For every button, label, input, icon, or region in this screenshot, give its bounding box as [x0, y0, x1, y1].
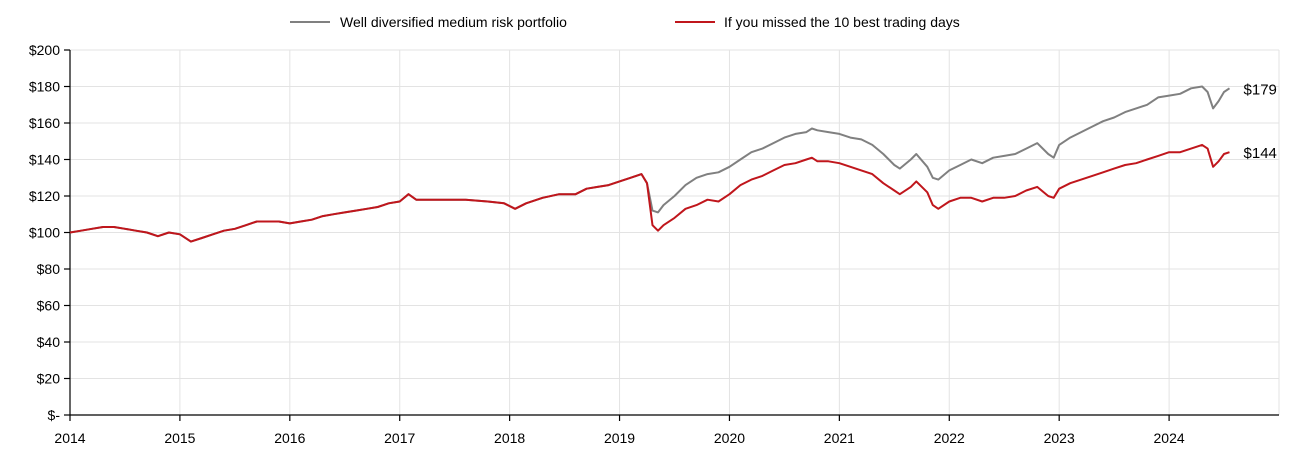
y-tick-label: $120 — [29, 188, 60, 204]
gridlines — [69, 49, 1280, 416]
legend: Well diversified medium risk portfolio I… — [290, 14, 960, 30]
series-line-missed-days — [69, 143, 1230, 243]
y-tick-label: $80 — [37, 261, 61, 277]
end-labels: $179 $144 — [1244, 81, 1277, 162]
y-tick-label: $180 — [29, 79, 60, 95]
x-tick-label: 2024 — [1154, 430, 1185, 446]
x-tick-label: 2020 — [714, 430, 745, 446]
y-tick-label: $- — [48, 407, 61, 423]
x-tick-label: 2023 — [1044, 430, 1075, 446]
series-group — [69, 85, 1231, 243]
x-tick-label: 2022 — [934, 430, 965, 446]
x-tick-label: 2019 — [604, 430, 635, 446]
x-tick-label: 2018 — [494, 430, 525, 446]
y-tick-label: $60 — [37, 298, 61, 314]
y-tick-label: $20 — [37, 371, 61, 387]
y-tick-label: $100 — [29, 225, 60, 241]
y-tick-label: $200 — [29, 42, 60, 58]
y-tick-label: $140 — [29, 152, 60, 168]
x-tick-label: 2021 — [824, 430, 855, 446]
x-tick-label: 2016 — [274, 430, 305, 446]
y-tick-label: $40 — [37, 334, 61, 350]
end-label-portfolio: $179 — [1244, 81, 1277, 98]
y-tick-label: $160 — [29, 115, 60, 131]
axes: 2014 2015 2016 2017 2018 2019 2020 2021 2022 2023… — [29, 42, 1279, 446]
x-tick-label: 2014 — [54, 430, 85, 446]
series-line-portfolio — [69, 85, 1231, 243]
x-tick-label: 2017 — [384, 430, 415, 446]
end-label-missed-days: $144 — [1244, 145, 1277, 162]
x-tick-label: 2015 — [164, 430, 195, 446]
legend-label-portfolio: Well diversified medium risk portfolio — [340, 14, 567, 30]
legend-label-missed-days: If you missed the 10 best trading days — [724, 14, 960, 30]
